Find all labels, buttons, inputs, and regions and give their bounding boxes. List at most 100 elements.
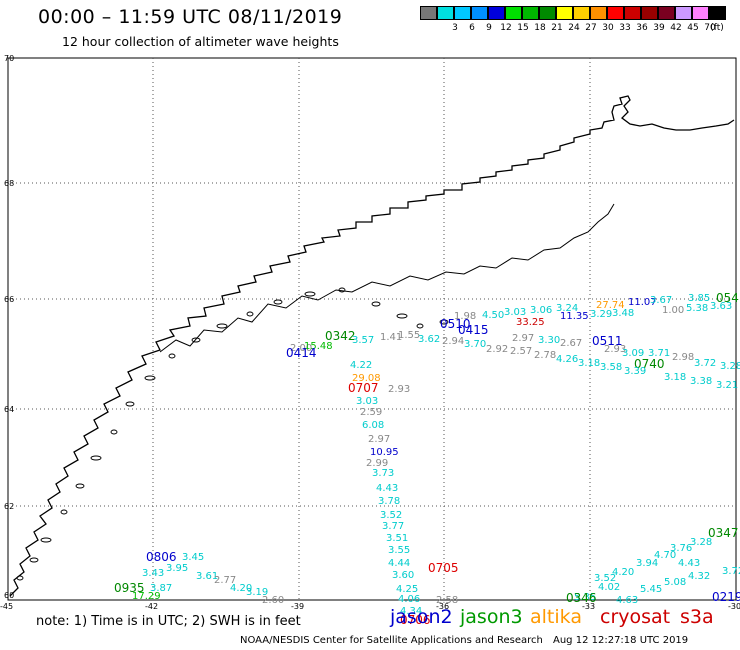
island-outline [216, 323, 228, 329]
wave-height-label: 3.28 [720, 361, 740, 372]
wave-height-label: 10.95 [370, 447, 399, 458]
lat-label: 70 [4, 54, 14, 63]
wave-height-label: 0347 [708, 526, 739, 540]
legend-swatch [420, 6, 437, 20]
wave-height-label: 4.44 [388, 558, 410, 569]
legend-swatch [522, 6, 539, 20]
wave-height-label: 3.60 [392, 570, 414, 581]
lon-label: -39 [291, 602, 304, 611]
wave-height-label: 0740 [634, 357, 665, 371]
wave-height-label: 3.73 [372, 468, 394, 479]
wave-height-label: 5.08 [664, 577, 686, 588]
wave-height-label: 17.29 [132, 591, 161, 602]
wave-height-label: 0414 [286, 346, 317, 360]
legend-swatch [556, 6, 573, 20]
wave-height-label: 3.95 [166, 563, 188, 574]
satellite-label-cryosat: cryosat [600, 606, 671, 628]
wave-height-label: 3.67 [650, 295, 672, 306]
legend-swatch [658, 6, 675, 20]
wave-height-label: 0219 [712, 590, 740, 604]
legend-swatch [607, 6, 624, 20]
wave-height-label: 4.20 [230, 583, 252, 594]
legend-swatch [539, 6, 556, 20]
wave-height-label: 3.87 [150, 583, 172, 594]
legend-label: 70 [704, 23, 716, 33]
wave-height-label: 3.45 [182, 552, 204, 563]
legend-swatch [505, 6, 522, 20]
wave-height-label: 3.09 [622, 348, 644, 359]
legend-swatch [675, 6, 692, 20]
wave-height-label: 3.21 [716, 380, 738, 391]
lon-label: -45 [0, 602, 13, 611]
wave-height-label: 3.19 [246, 587, 268, 598]
map-subtitle: 12 hour collection of altimeter wave hei… [62, 34, 339, 49]
wave-height-label: 3.28 [690, 537, 712, 548]
legend-label: 15 [517, 23, 529, 33]
island-outline [371, 301, 381, 307]
satellite-label-jason3: jason3 [460, 606, 523, 628]
island-outline [90, 455, 102, 461]
legend-swatch [590, 6, 607, 20]
wave-height-label: 4.02 [598, 582, 620, 593]
wave-height-label: 0935 [114, 581, 145, 595]
lat-label: 66 [4, 295, 14, 304]
wave-height-label: 5.38 [686, 303, 708, 314]
wave-height-label: 3.77 [382, 521, 404, 532]
satellite-label-altika: altika [530, 606, 582, 628]
lon-label: -42 [145, 602, 158, 611]
wave-height-label: 3.03 [356, 396, 378, 407]
lon-label: -33 [582, 602, 595, 611]
wave-height-label: 2.57 [510, 346, 532, 357]
wave-height-label: 3.43 [142, 568, 164, 579]
wave-height-label: 1.55 [398, 330, 420, 341]
wave-height-label: 3.57 [352, 335, 374, 346]
wave-height-label: 4.63 [616, 595, 638, 606]
wave-height-label: 4.20 [612, 567, 634, 578]
legend-label: 45 [687, 23, 699, 33]
island-outline [246, 311, 254, 317]
wave-height-label: 2.59 [360, 407, 382, 418]
wave-height-label: 2.67 [560, 338, 582, 349]
satellite-label-jason2: jason2 [390, 606, 453, 628]
wave-height-label: 15.48 [304, 341, 333, 352]
wave-height-label: 3.38 [690, 376, 712, 387]
island-outline [304, 291, 316, 297]
lat-label: 68 [4, 179, 14, 188]
lat-label: 60 [4, 591, 14, 600]
wave-height-label: 3.06 [530, 305, 552, 316]
lat-lon-grid [8, 58, 736, 600]
legend-label: 39 [653, 23, 665, 33]
legend-swatch [709, 6, 726, 20]
wave-height-label: 0511 [592, 334, 623, 348]
legend-label: 36 [636, 23, 648, 33]
wave-height-label: 2.99 [366, 458, 388, 469]
wave-height-label: 3.29 [590, 309, 612, 320]
wave-height-label: 0342 [325, 329, 356, 343]
legend-label: 27 [585, 23, 597, 33]
greenland-coastline [9, 95, 735, 597]
wave-height-label: 2.92 [486, 344, 508, 355]
wave-height-label: 3.24 [556, 303, 578, 314]
island-outline [16, 575, 24, 581]
wave-height-label: 0707 [348, 381, 379, 395]
wave-height-label: 2.93 [604, 344, 626, 355]
wave-height-label: 3.51 [386, 533, 408, 544]
wave-height-label: 2.60 [262, 595, 284, 606]
legend-unit: (ft) [710, 23, 724, 33]
wave-height-label: 3.55 [388, 545, 410, 556]
island-outline [338, 287, 346, 293]
legend-swatch [641, 6, 658, 20]
island-outline [75, 483, 85, 489]
legend-swatch [437, 6, 454, 20]
wave-height-label: 3.70 [464, 339, 486, 350]
wave-height-label: 29.08 [352, 373, 381, 384]
wave-height-label: 11.07 [628, 297, 657, 308]
wave-height-label: 3.52 [594, 573, 616, 584]
wave-height-label: 1.98 [454, 311, 476, 322]
legend-swatch [573, 6, 590, 20]
wave-height-label: 4.06 [398, 594, 420, 605]
coastline-main [9, 95, 735, 597]
